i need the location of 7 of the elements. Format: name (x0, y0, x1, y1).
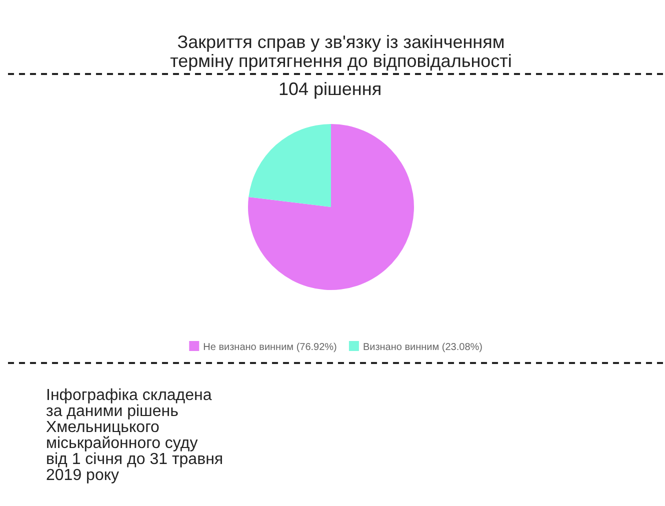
legend-label: Визнано винним (23.08%) (362, 342, 482, 353)
text: Інфографіка складена за даними рішень Хмельницького міськрайонного суду від 1 січня до 31 травня 2019 року (46, 387, 224, 484)
pie-slice (248, 124, 331, 207)
chart-subtitle: 104 рішення (278, 79, 382, 99)
legend-label: Не визнано винним (76.92%) (203, 342, 337, 353)
pie-slice (248, 124, 414, 290)
chart-title: Закриття справ у зв'язку із закінченням терміну притягнення до відповідальності (170, 32, 512, 71)
